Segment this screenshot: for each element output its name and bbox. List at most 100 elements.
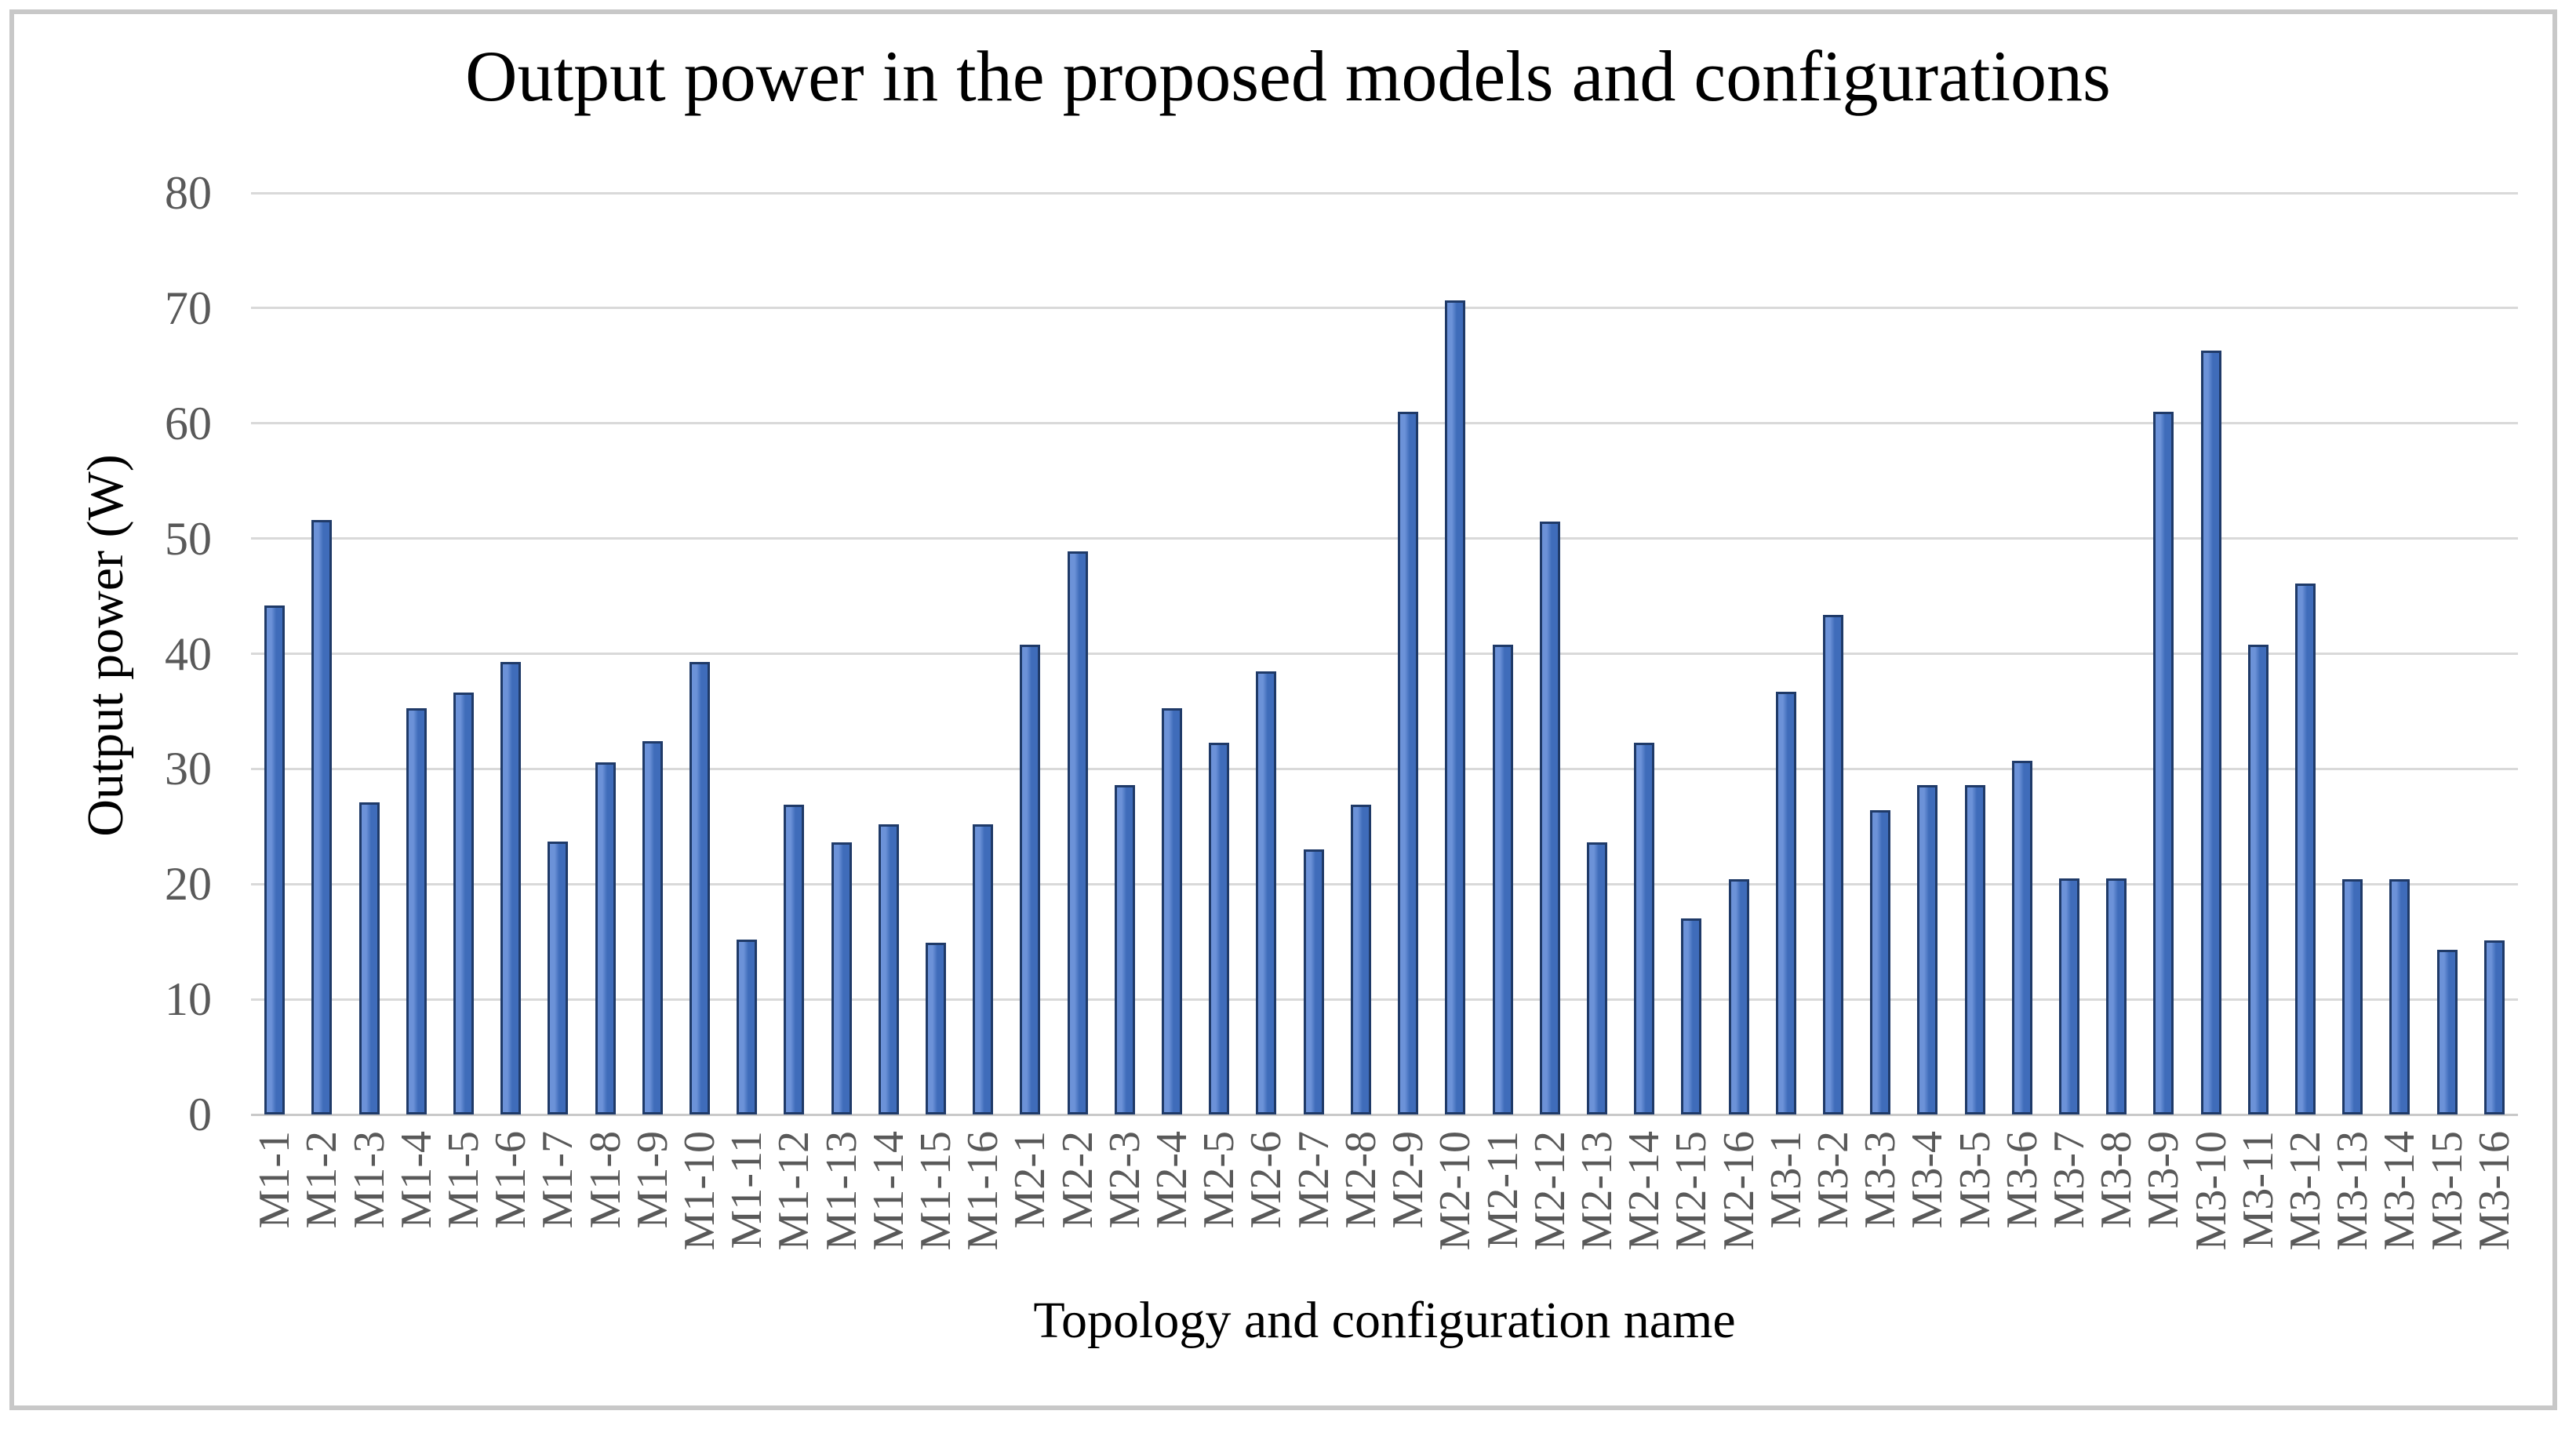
gridline xyxy=(251,307,2518,310)
x-tick-label: M1-16 xyxy=(959,1131,1008,1251)
gridline xyxy=(251,882,2518,885)
bar xyxy=(1256,671,1277,1114)
x-tick-label: M1-10 xyxy=(675,1131,724,1251)
x-tick-label: M3-2 xyxy=(1808,1131,1857,1229)
bar xyxy=(264,605,286,1114)
x-tick-label: M1-13 xyxy=(817,1131,866,1251)
x-tick-label: M2-6 xyxy=(1242,1131,1291,1229)
bar xyxy=(642,741,663,1114)
x-tick-label: M1-8 xyxy=(580,1131,630,1229)
bar xyxy=(1539,522,1560,1114)
x-tick-label: M3-15 xyxy=(2422,1131,2472,1251)
x-tick-label: M2-12 xyxy=(1525,1131,1574,1251)
bar xyxy=(311,520,333,1114)
y-tick-label: 30 xyxy=(165,743,212,795)
y-tick-label: 40 xyxy=(165,627,212,680)
chart-title: Output power in the proposed models and … xyxy=(465,36,2111,116)
bar xyxy=(1870,810,1891,1114)
bar xyxy=(1303,849,1324,1114)
y-tick-label: 50 xyxy=(165,512,212,565)
bar xyxy=(2106,878,2127,1114)
bar xyxy=(2247,645,2269,1114)
bar xyxy=(2295,584,2316,1114)
x-tick-label: M1-9 xyxy=(628,1131,677,1229)
gridline xyxy=(251,191,2518,195)
bar xyxy=(2389,879,2410,1114)
x-tick-label: M1-11 xyxy=(722,1131,772,1249)
x-tick-label: M3-3 xyxy=(1856,1131,1905,1229)
gridline xyxy=(251,653,2518,655)
bar xyxy=(2011,761,2032,1114)
y-tick-label: 0 xyxy=(188,1089,212,1140)
y-tick-label: 80 xyxy=(165,167,212,219)
bar xyxy=(689,662,710,1114)
bar xyxy=(1445,300,1466,1114)
x-tick-label: M1-7 xyxy=(533,1131,583,1229)
bar xyxy=(548,842,569,1114)
x-tick-label: M2-15 xyxy=(1667,1131,1716,1251)
x-tick-label: M3-7 xyxy=(2045,1131,2094,1229)
x-tick-label: M2-1 xyxy=(1006,1131,1055,1229)
x-tick-label: M3-16 xyxy=(2469,1131,2519,1251)
bar xyxy=(1917,785,1938,1114)
x-tick-label: M1-4 xyxy=(391,1131,441,1229)
bar xyxy=(2483,940,2505,1114)
x-tick-label: M3-4 xyxy=(1903,1131,1952,1229)
x-axis-title: Topology and configuration name xyxy=(1033,1292,1736,1349)
bar xyxy=(1114,785,1135,1114)
x-tick-label: M3-1 xyxy=(1761,1131,1810,1229)
bar xyxy=(1350,805,1371,1114)
bar xyxy=(1020,645,1041,1114)
gridline xyxy=(251,998,2518,1001)
bar xyxy=(1822,615,1843,1114)
x-tick-label: M2-4 xyxy=(1148,1131,1197,1229)
bar xyxy=(1681,918,1702,1114)
bar xyxy=(2342,879,2363,1114)
bar xyxy=(1728,879,1749,1114)
x-tick-label: M1-14 xyxy=(864,1131,913,1251)
x-tick-label: M1-3 xyxy=(344,1131,394,1229)
bar xyxy=(453,693,474,1114)
bar xyxy=(737,940,758,1114)
y-tick-label: 10 xyxy=(165,973,212,1026)
bar xyxy=(1775,692,1796,1114)
x-tick-label: M2-14 xyxy=(1620,1131,1669,1251)
bar xyxy=(2200,351,2221,1114)
x-tick-label: M3-6 xyxy=(1997,1131,2047,1229)
x-tick-label: M1-15 xyxy=(911,1131,961,1251)
bar xyxy=(595,762,616,1114)
bar xyxy=(1586,842,1607,1114)
x-tick-label: M3-5 xyxy=(1950,1131,1999,1229)
bar xyxy=(2436,950,2458,1114)
gridline xyxy=(251,422,2518,425)
x-tick-label: M2-5 xyxy=(1195,1131,1244,1229)
bar xyxy=(358,802,380,1114)
y-tick-label: 20 xyxy=(165,858,212,911)
x-tick-label: M1-1 xyxy=(250,1131,300,1229)
x-tick-label: M3-10 xyxy=(2186,1131,2236,1251)
y-tick-label: 60 xyxy=(165,397,212,449)
y-tick-label: 70 xyxy=(165,282,212,334)
x-tick-label: M3-12 xyxy=(2281,1131,2330,1251)
x-axis-line xyxy=(251,1113,2518,1116)
x-tick-label: M2-10 xyxy=(1431,1131,1480,1251)
x-tick-label: M2-7 xyxy=(1289,1131,1338,1229)
x-tick-label: M2-9 xyxy=(1384,1131,1433,1229)
x-tick-label: M1-12 xyxy=(770,1131,819,1251)
bar xyxy=(926,943,947,1114)
x-tick-label: M3-11 xyxy=(2233,1131,2283,1249)
bar xyxy=(1492,645,1513,1114)
gridline xyxy=(251,537,2518,540)
bar xyxy=(1162,708,1183,1114)
x-tick-label: M3-8 xyxy=(2092,1131,2141,1229)
bar xyxy=(973,824,994,1114)
bar xyxy=(1067,551,1088,1114)
bar xyxy=(831,842,852,1114)
x-tick-label: M2-3 xyxy=(1100,1131,1149,1229)
x-tick-label: M2-16 xyxy=(1714,1131,1763,1251)
x-tick-label: M2-8 xyxy=(1336,1131,1385,1229)
x-tick-label: M1-5 xyxy=(438,1131,488,1229)
bar xyxy=(1398,412,1419,1114)
bar xyxy=(406,708,427,1114)
bar xyxy=(784,805,805,1114)
